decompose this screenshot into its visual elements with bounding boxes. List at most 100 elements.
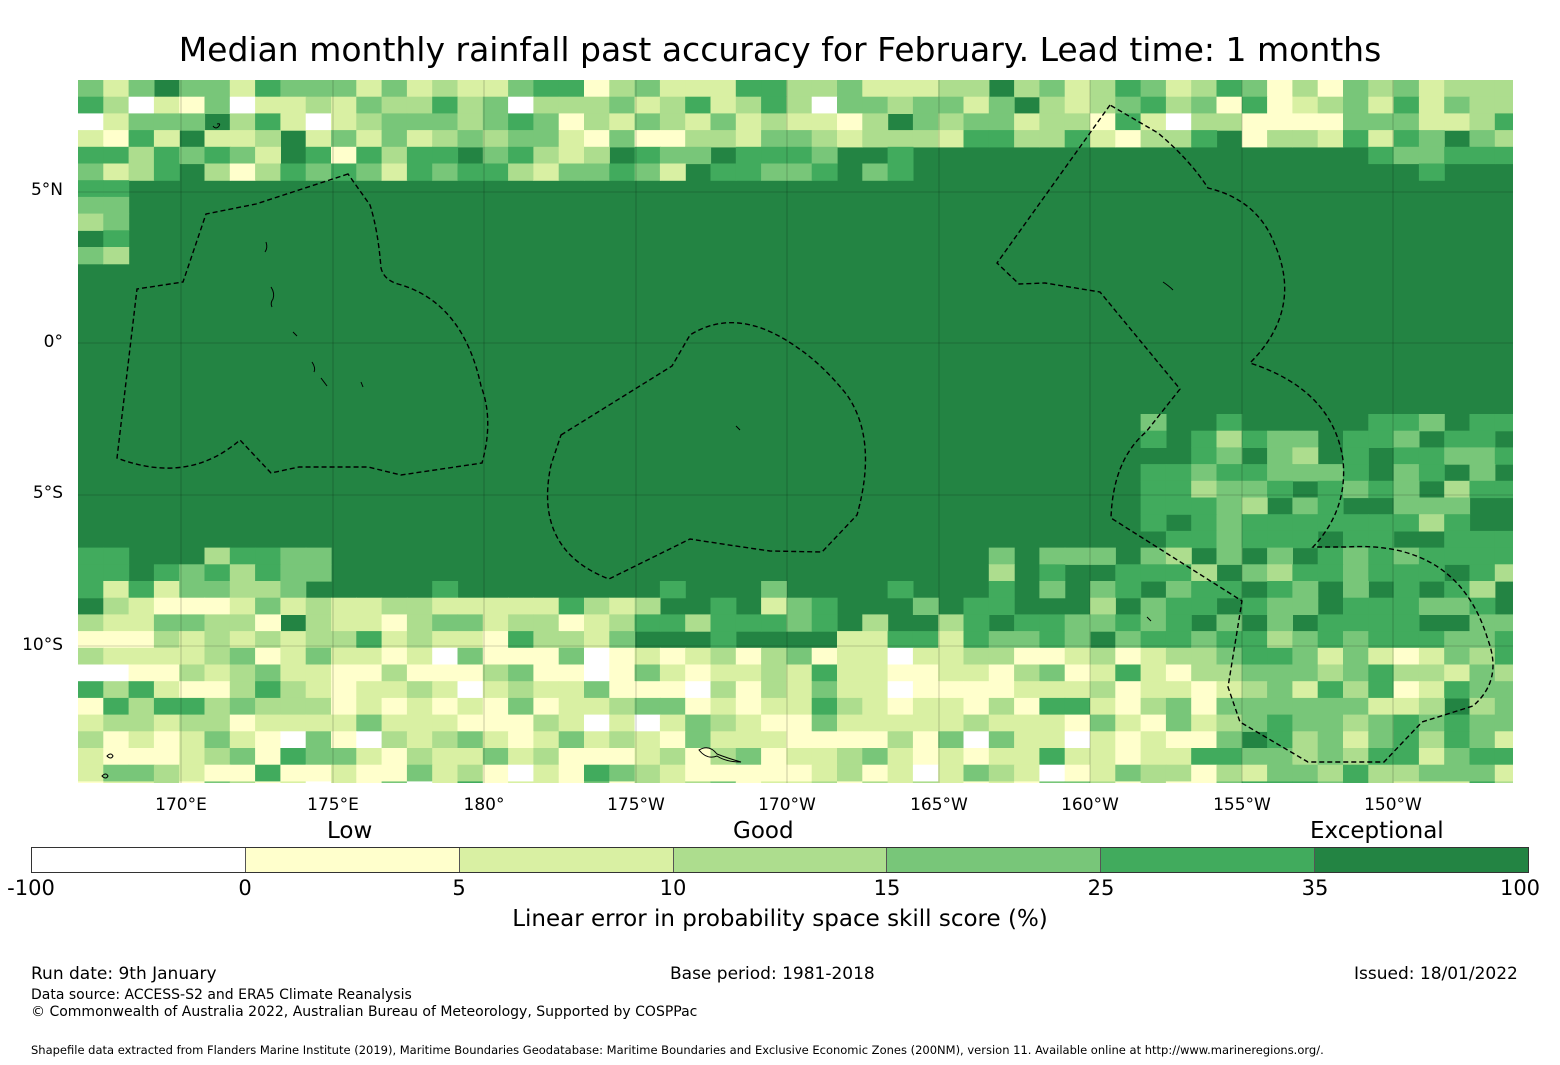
skill-cell [786, 146, 813, 165]
skill-cell [1494, 80, 1513, 98]
skill-cell [1444, 530, 1471, 549]
skill-cell [1191, 564, 1218, 582]
skill-cell [1267, 597, 1293, 615]
skill-cell [280, 564, 307, 582]
skill-cell [1418, 130, 1445, 148]
skill-cell [1039, 631, 1066, 649]
skill-cell [786, 781, 813, 783]
skill-cell [1165, 497, 1192, 515]
skill-cell [938, 781, 965, 783]
skill-cell [1241, 480, 1268, 499]
skill-cell [1494, 681, 1513, 699]
skill-cell [584, 80, 610, 98]
skill-cell [1216, 414, 1243, 432]
skill-cell [305, 764, 332, 782]
skill-cell [305, 130, 332, 148]
skill-cell [837, 764, 863, 782]
skill-cell [1444, 547, 1471, 565]
skill-cell [78, 213, 104, 231]
skill-cell [1090, 681, 1116, 699]
skill-cell [761, 130, 787, 148]
skill-cell [837, 681, 863, 699]
skill-cell [1393, 714, 1420, 732]
skill-cell [1064, 113, 1091, 131]
skill-cell [584, 96, 610, 114]
skill-cell [255, 564, 281, 582]
skill-cell [103, 697, 130, 716]
skill-cell [1494, 547, 1513, 565]
skill-cell [1418, 80, 1445, 98]
skill-cell [356, 80, 383, 98]
skill-cell [1090, 714, 1116, 732]
skill-cell [862, 764, 889, 782]
skill-cell [1469, 581, 1496, 599]
skill-cell [811, 130, 838, 148]
skill-cell [811, 96, 838, 114]
skill-cell [1469, 464, 1496, 482]
skill-cell [1317, 748, 1344, 766]
skill-cell [508, 80, 534, 98]
skill-cell [406, 146, 433, 165]
skill-cell [1216, 764, 1243, 782]
skill-cell [1191, 731, 1218, 749]
skill-cell [1292, 464, 1319, 482]
skill-cell [103, 196, 130, 215]
skill-cell [1292, 748, 1319, 766]
skill-cell [609, 748, 636, 766]
skill-cell [255, 664, 281, 682]
skill-cell [988, 697, 1015, 716]
skill-cell [609, 614, 636, 632]
skill-cell [912, 113, 939, 131]
skill-cell [1317, 113, 1344, 131]
skill-cell [811, 731, 838, 749]
skill-cell [963, 597, 990, 615]
skill-cell [432, 113, 459, 131]
lon-label-180: 180° [463, 795, 505, 815]
skill-cell [103, 647, 130, 666]
skill-cell [1343, 597, 1369, 615]
skill-cell [735, 80, 762, 98]
skill-cell [1393, 130, 1420, 148]
skill-cell [280, 664, 307, 682]
skill-cell [153, 631, 180, 649]
skill-cell [811, 146, 838, 165]
skill-cell [229, 781, 256, 783]
skill-cell [229, 80, 256, 98]
skill-cell [685, 748, 712, 766]
skill-cell [508, 647, 534, 666]
skill-cell [963, 748, 990, 766]
category-good: Good [733, 818, 794, 844]
skill-cell [659, 614, 686, 632]
lat-label-10s: 10°S [22, 635, 63, 655]
skill-cell [1494, 530, 1513, 549]
skill-cell [1368, 430, 1395, 448]
skill-cell [1418, 564, 1445, 582]
skill-cell [508, 614, 534, 632]
skill-cell [1444, 96, 1471, 114]
skill-cell [659, 731, 686, 749]
skill-cell [457, 731, 484, 749]
skill-cell [1115, 631, 1142, 649]
skill-cell [331, 113, 357, 131]
skill-cell [1115, 714, 1142, 732]
skill-cell [381, 130, 408, 148]
skill-cell [1368, 781, 1395, 783]
skill-cell [1368, 146, 1395, 165]
skill-cell [1165, 631, 1192, 649]
skill-cell [1368, 697, 1395, 716]
skill-cell [685, 764, 712, 782]
skill-cell [988, 647, 1015, 666]
skill-cell [584, 748, 610, 766]
skill-cell [710, 597, 737, 615]
lon-label-150w: 150°W [1364, 795, 1422, 815]
skill-cell [1216, 697, 1243, 716]
skill-cell [508, 681, 534, 699]
skill-cell [255, 647, 281, 666]
skill-cell [735, 130, 762, 148]
skill-cell [584, 647, 610, 666]
skill-cell [761, 731, 787, 749]
skill-cell [128, 714, 155, 732]
skill-cell [1317, 681, 1344, 699]
skill-cell [432, 614, 459, 632]
skill-cell [1191, 96, 1218, 114]
